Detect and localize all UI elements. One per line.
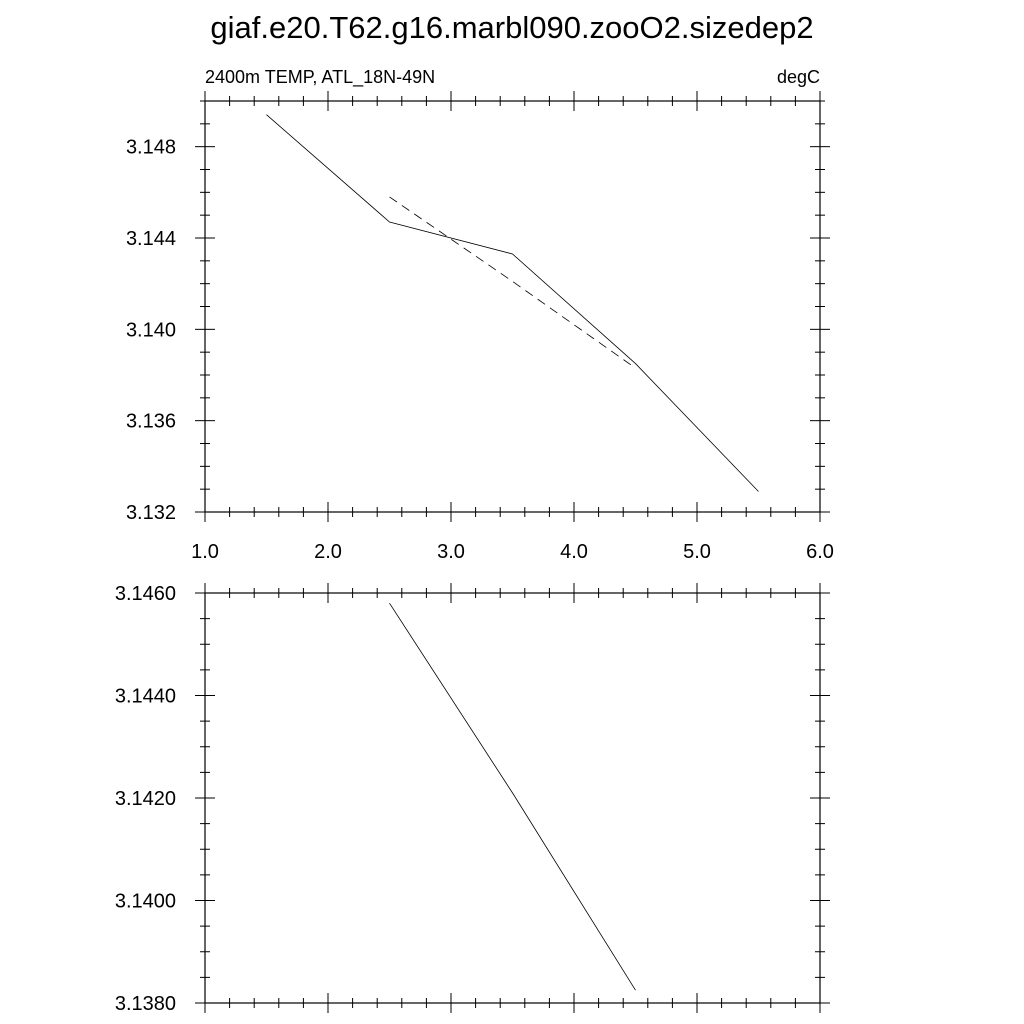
top-y-tick-label: 3.144 bbox=[126, 228, 176, 250]
bottom-y-tick-label: 3.1440 bbox=[115, 686, 176, 708]
bottom-y-tick-label: 3.1380 bbox=[115, 993, 176, 1015]
top-x-tick-label: 6.0 bbox=[806, 541, 834, 563]
top-y-tick-label: 3.140 bbox=[126, 319, 176, 341]
top-chart-title-left: 2400m TEMP, ATL_18N-49N bbox=[205, 67, 435, 88]
top-y-tick-label: 3.148 bbox=[126, 137, 176, 159]
top-y-tick-label: 3.136 bbox=[126, 411, 176, 433]
bottom-y-tick-label: 3.1400 bbox=[115, 891, 176, 913]
top-series-line-solid bbox=[266, 114, 759, 492]
top-x-tick-label: 1.0 bbox=[191, 541, 219, 563]
figure-title: giaf.e20.T62.g16.marbl090.zooO2.sizedep2 bbox=[210, 10, 813, 45]
bottom-y-tick-label: 3.1420 bbox=[115, 788, 176, 810]
bottom-series-line-solid bbox=[389, 602, 636, 991]
top-chart: 2400m TEMP, ATL_18N-49N degC 1.0 2.0 3.0 4.… bbox=[126, 67, 834, 563]
top-tick-marks bbox=[195, 91, 830, 522]
bottom-y-tick-label: 3.1460 bbox=[115, 583, 176, 605]
top-x-tick-label: 5.0 bbox=[683, 541, 711, 563]
top-chart-title-right: degC bbox=[777, 67, 820, 87]
top-x-tick-label: 4.0 bbox=[560, 541, 588, 563]
bottom-plot-frame bbox=[204, 592, 821, 1004]
bottom-chart: 3.1380 3.1400 3.1420 3.1440 3.1460 bbox=[115, 583, 830, 1015]
top-x-tick-label: 2.0 bbox=[314, 541, 342, 563]
bottom-tick-marks bbox=[195, 583, 830, 1013]
top-x-tick-label: 3.0 bbox=[437, 541, 465, 563]
top-y-tick-label: 3.132 bbox=[126, 502, 176, 524]
top-series-line-dashed bbox=[389, 196, 636, 369]
top-plot-frame bbox=[204, 100, 821, 513]
